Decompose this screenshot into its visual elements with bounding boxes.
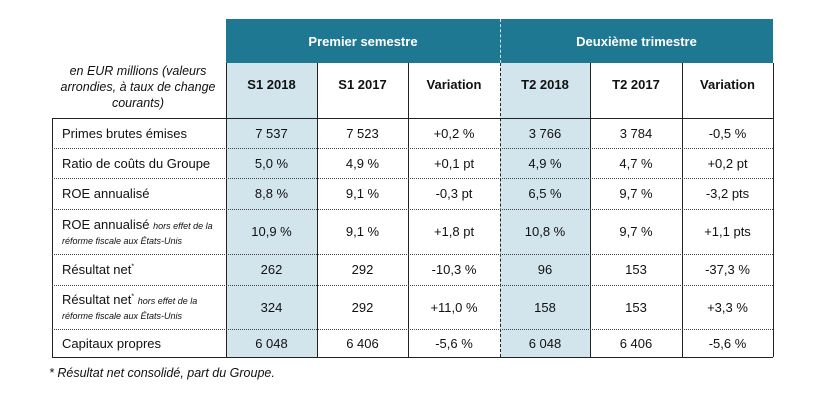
value-variation-t2: +3,3 % [707, 299, 748, 315]
grid-line [226, 63, 227, 357]
grid-line [590, 63, 591, 357]
value-variation-s1: -10,3 % [431, 262, 477, 277]
row-sublabel: hors effet de la réforme fiscale aux Éta… [62, 296, 198, 321]
column-header-variation-t2: Variation [700, 77, 755, 92]
row-sublabel: hors effet de la réforme fiscale aux Éta… [62, 220, 213, 246]
value-s1-2017: 9,1 % [345, 186, 380, 201]
grid-line [500, 63, 501, 357]
value-variation-t2: +0,2 pt [707, 155, 748, 171]
grid-line [52, 285, 773, 286]
value-s1-2018: 324 [260, 299, 283, 315]
value-variation-s1: +0,2 % [433, 125, 475, 141]
value-variation-t2: -0,5 % [708, 125, 747, 141]
row-label: Primes brutes émises [62, 125, 187, 141]
column-header-s1-2017: S1 2017 [338, 77, 387, 92]
grid-line [52, 178, 773, 179]
value-t2-2018: 4,9 % [528, 155, 562, 171]
value-t2-2017: 153 [625, 262, 647, 277]
value-s1-2017: 4,9 % [345, 155, 380, 171]
footnote: * Résultat net consolidé, part du Groupe… [49, 366, 275, 380]
column-header-t2-2017: T2 2017 [612, 77, 660, 92]
value-variation-t2: -3,2 pts [705, 186, 750, 201]
value-t2-2018: 158 [534, 299, 556, 315]
highlight-column-t2-2018 [500, 63, 590, 357]
value-t2-2017: 3 784 [619, 125, 653, 141]
group-header-first-half: Premier semestre [226, 19, 500, 63]
table-row: Résultat net* 262 292 -10,3 % 96 153 -37… [0, 254, 820, 285]
group-header-second-quarter: Deuxième trimestre [500, 19, 773, 63]
table-description: en EUR millions (valeurs arrondies, à ta… [60, 64, 216, 110]
value-t2-2017: 4,7 % [619, 155, 653, 171]
table-row: Ratio de coûts du Groupe 5,0 % 4,9 % +0,… [0, 148, 820, 178]
value-s1-2018: 8,8 % [254, 186, 289, 201]
grid-line [682, 63, 683, 357]
value-t2-2017: 153 [625, 299, 647, 315]
table-row: ROE annualisé 8,8 % 9,1 % -0,3 pt 6,5 % … [0, 178, 820, 209]
value-t2-2018: 10,8 % [524, 224, 566, 239]
value-t2-2018: 6,5 % [528, 186, 562, 201]
grid-line [773, 63, 774, 357]
value-s1-2017: 7 523 [346, 125, 379, 141]
grid-line [52, 118, 773, 119]
value-variation-t2: -5,6 % [708, 335, 747, 351]
grid-line [408, 63, 409, 357]
footnote-marker: * [131, 293, 135, 301]
column-header-variation-s1: Variation [426, 77, 482, 92]
table-row: ROE annualisé hors effet de la réforme f… [0, 209, 820, 254]
grid-line [52, 148, 773, 149]
value-t2-2018: 3 766 [528, 125, 562, 141]
row-label: Ratio de coûts du Groupe [62, 155, 211, 171]
footnote-marker: * [131, 263, 135, 271]
value-s1-2017: 9,1 % [345, 224, 380, 239]
table-row: Capitaux propres 6 048 6 406 -5,6 % 6 04… [0, 329, 820, 357]
grid-line [52, 118, 53, 357]
value-s1-2018: 7 537 [255, 125, 288, 141]
value-variation-s1: +1,8 pt [433, 224, 475, 239]
value-t2-2018: 6 048 [528, 335, 562, 351]
value-variation-t2: +1,1 pts [704, 224, 751, 239]
value-variation-s1: +11,0 % [430, 299, 478, 315]
column-header-t2-2018: T2 2018 [521, 77, 569, 92]
value-variation-s1: -0,3 pt [435, 186, 473, 201]
grid-line [52, 329, 773, 330]
value-t2-2017: 9,7 % [619, 224, 653, 239]
value-variation-s1: +0,1 pt [433, 155, 475, 171]
table-row: Primes brutes émises 7 537 7 523 +0,2 % … [0, 118, 820, 148]
grid-line [52, 357, 773, 358]
row-label: Capitaux propres [62, 335, 161, 351]
row-label: ROE annualisé hors effet de la réforme f… [62, 216, 213, 246]
value-s1-2018: 262 [260, 262, 283, 277]
value-s1-2018: 6 048 [255, 335, 288, 351]
value-variation-t2: -37,3 % [705, 262, 750, 277]
value-t2-2018: 96 [537, 262, 553, 277]
value-variation-s1: -5,6 % [435, 335, 473, 351]
value-s1-2017: 292 [351, 262, 374, 277]
value-s1-2018: 5,0 % [254, 155, 289, 171]
highlight-column-s1-2018 [226, 63, 317, 357]
grid-line [52, 209, 773, 210]
row-label: Résultat net* [62, 262, 135, 277]
grid-line [317, 63, 318, 357]
group-header-divider [500, 19, 501, 63]
value-s1-2017: 292 [351, 299, 374, 315]
value-t2-2017: 9,7 % [619, 186, 653, 201]
row-label: Résultat net* hors effet de la réforme f… [62, 292, 198, 321]
value-t2-2017: 6 406 [619, 335, 653, 351]
column-header-s1-2018: S1 2018 [247, 77, 296, 92]
value-s1-2018: 10,9 % [251, 224, 292, 239]
value-s1-2017: 6 406 [346, 335, 379, 351]
row-label: ROE annualisé [62, 186, 150, 201]
table-row: Résultat net* hors effet de la réforme f… [0, 285, 820, 329]
grid-line [52, 254, 773, 255]
